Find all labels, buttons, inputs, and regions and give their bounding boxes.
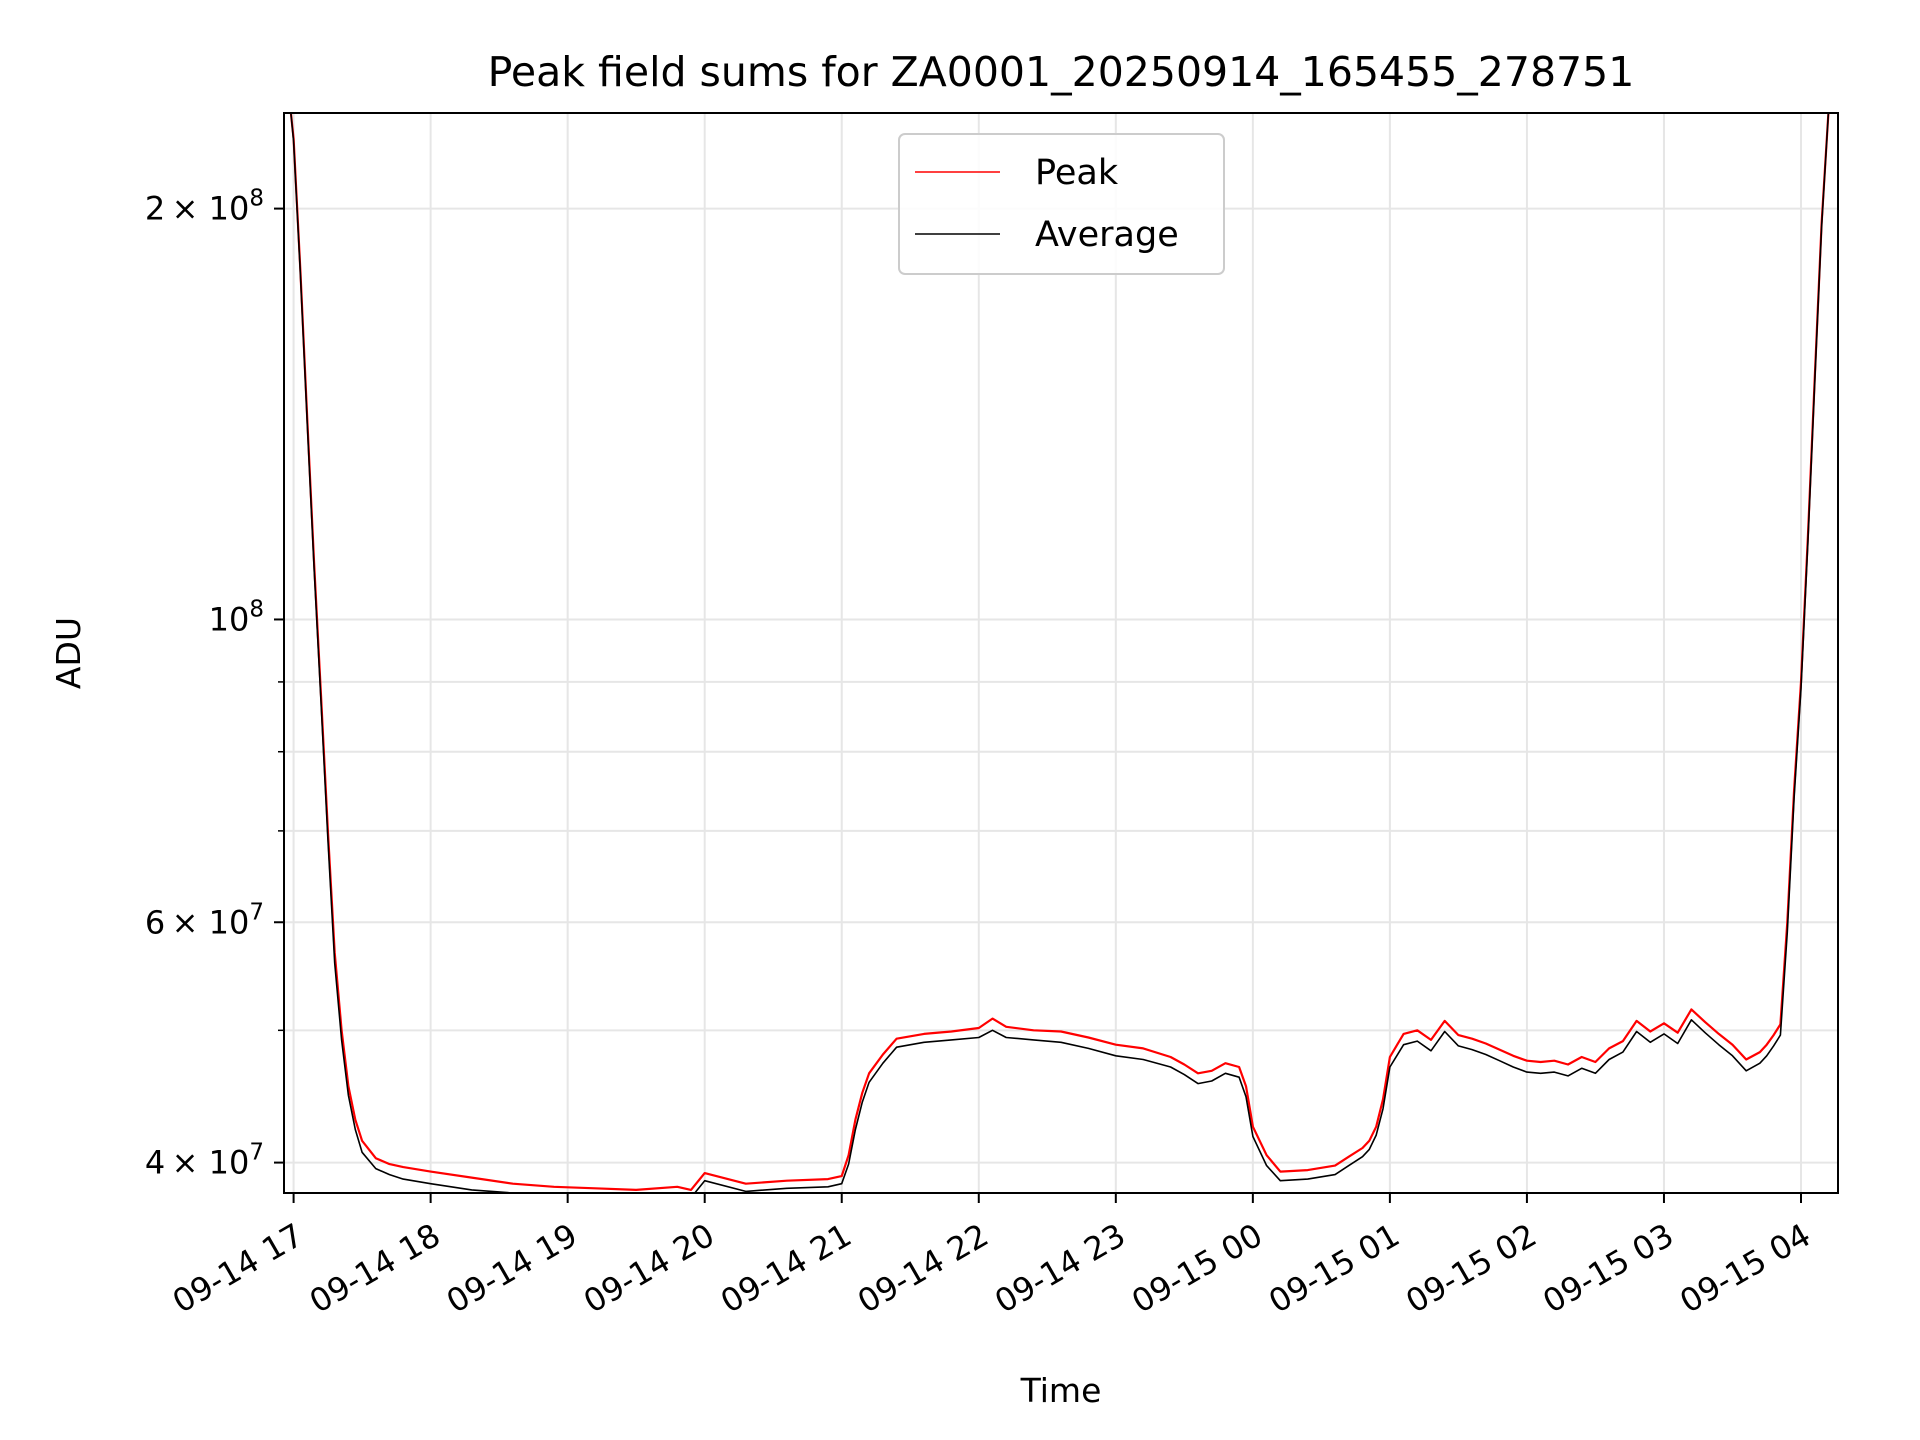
y-axis-label: ADU <box>49 617 88 689</box>
x-axis-label: Time <box>1020 1371 1102 1410</box>
grid <box>284 113 1838 1193</box>
y-tick-label: 108 <box>209 596 264 638</box>
series-line-average <box>290 113 1830 1193</box>
legend-average-label: Average <box>1035 215 1179 255</box>
y-tick-label: 2 × 108 <box>145 186 264 228</box>
y-tick-label: 6 × 107 <box>145 899 264 941</box>
y-tick-label: 4 × 107 <box>145 1140 264 1182</box>
series-line-peak <box>289 113 1830 1191</box>
legend-box <box>898 133 1225 275</box>
legend: Peak Average <box>898 133 1225 275</box>
series-layer <box>289 113 1830 1193</box>
plot-frame <box>283 112 1839 1194</box>
chart-title: Peak field sums for ZA0001_20250914_1654… <box>488 48 1635 96</box>
legend-peak-label: Peak <box>1035 153 1119 193</box>
